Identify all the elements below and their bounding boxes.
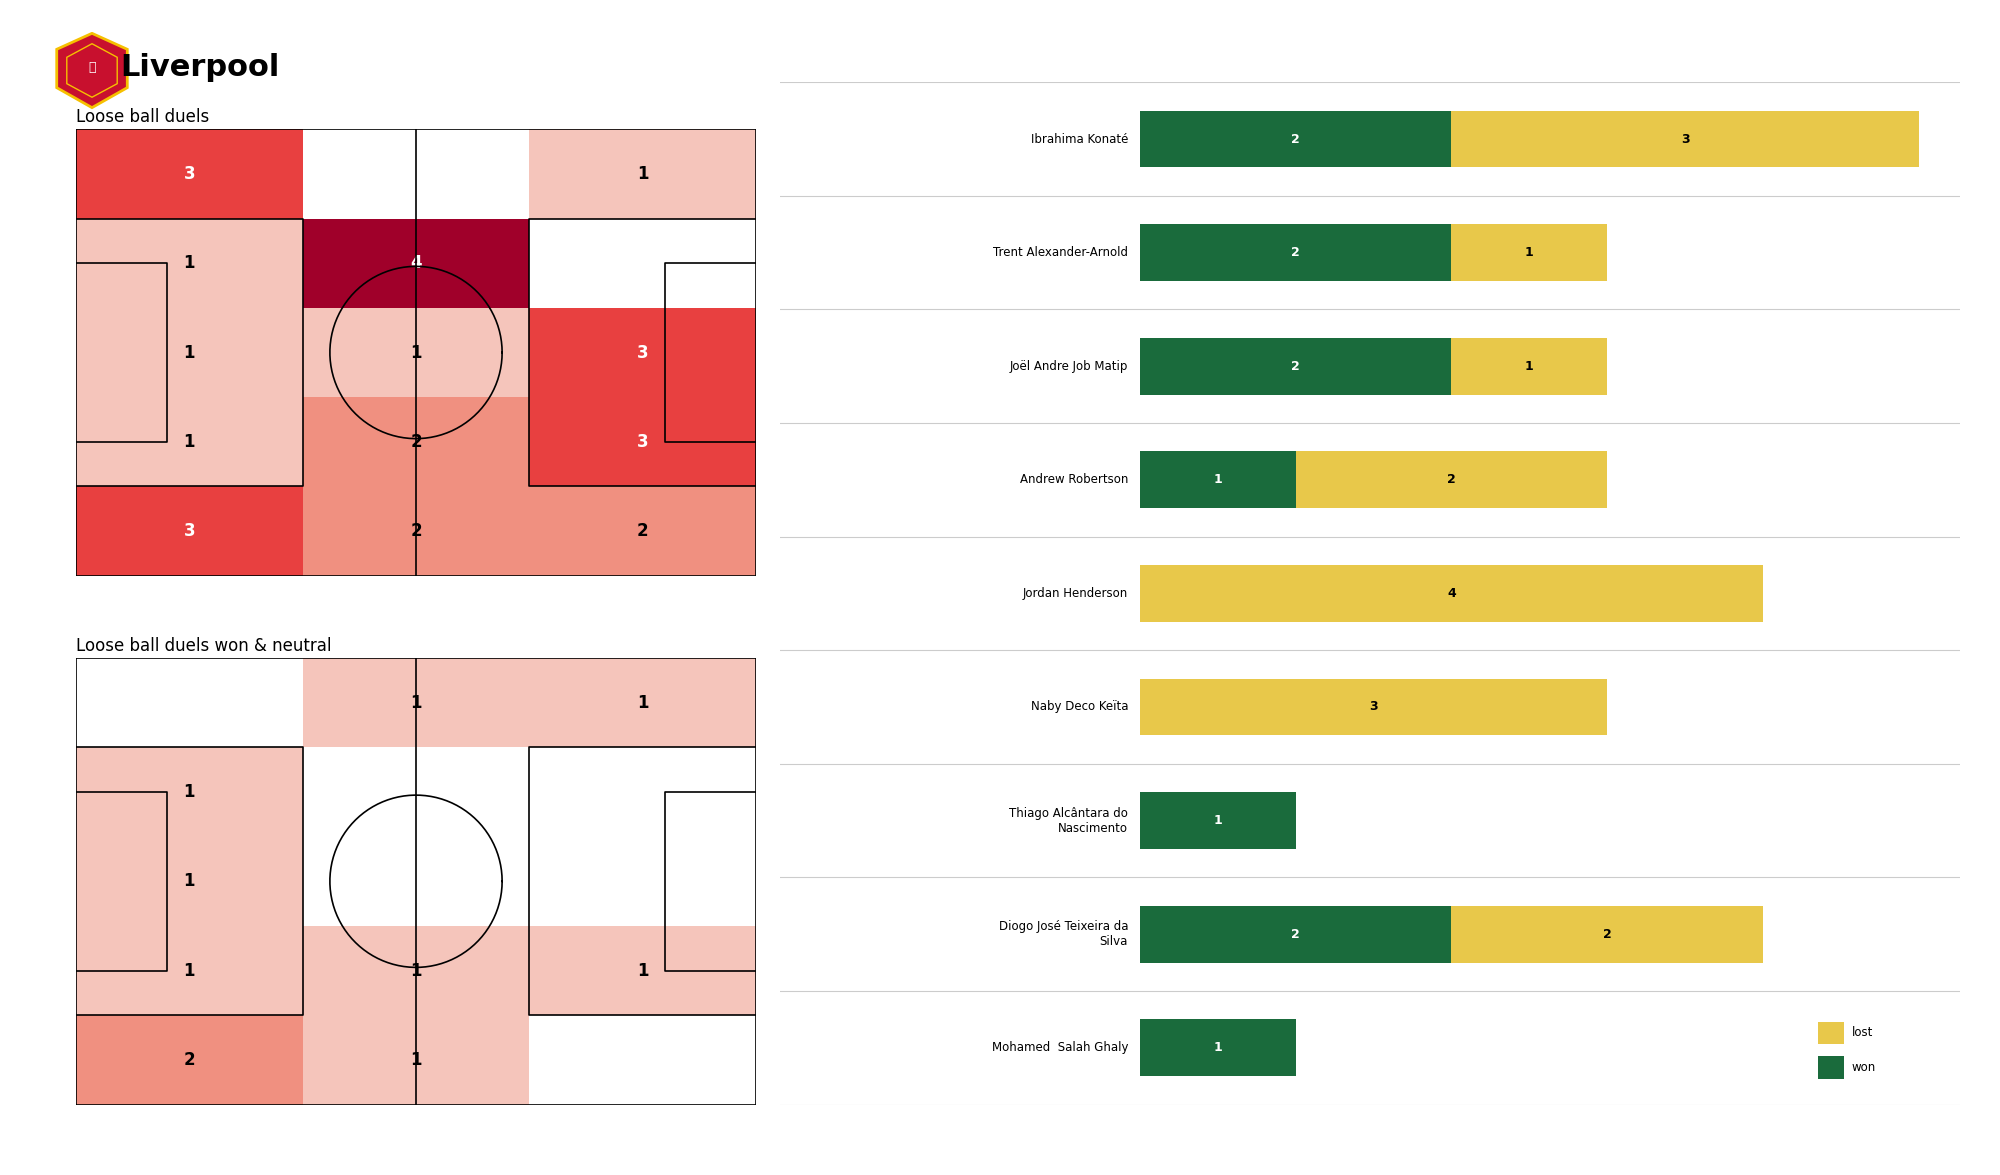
Text: Thiago Alcântara do
Nascimento: Thiago Alcântara do Nascimento	[1010, 806, 1128, 834]
Bar	[76, 397, 302, 486]
Text: 3: 3	[636, 432, 648, 451]
Text: 1: 1	[184, 783, 196, 801]
Bar	[1818, 1022, 1844, 1045]
Bar	[302, 747, 530, 837]
Text: 2: 2	[184, 1050, 196, 1069]
Text: 3: 3	[184, 522, 196, 541]
Bar	[1452, 338, 1608, 395]
Bar	[76, 1015, 302, 1104]
Bar	[1140, 224, 1452, 281]
Bar	[302, 1015, 530, 1104]
Bar	[1452, 110, 1918, 167]
Bar	[76, 747, 302, 837]
Bar	[76, 486, 302, 576]
Bar	[530, 1015, 756, 1104]
Bar	[1452, 906, 1762, 962]
Text: 2: 2	[1292, 133, 1300, 146]
Text: 2: 2	[636, 522, 648, 541]
Text: 1: 1	[636, 961, 648, 980]
Bar	[302, 397, 530, 486]
Bar	[76, 308, 302, 397]
Bar	[1452, 224, 1608, 281]
Text: Joël Andre Job Matip: Joël Andre Job Matip	[1010, 360, 1128, 372]
Text: 1: 1	[1524, 246, 1534, 260]
Text: won: won	[1852, 1061, 1876, 1074]
Bar	[302, 308, 530, 397]
Bar	[302, 486, 530, 576]
Bar	[530, 486, 756, 576]
Text: 2: 2	[1448, 474, 1456, 486]
Text: 1: 1	[410, 961, 422, 980]
Bar	[1140, 338, 1452, 395]
Text: 2: 2	[410, 522, 422, 541]
Bar	[530, 129, 756, 219]
Text: Naby Deco Keïta: Naby Deco Keïta	[1030, 700, 1128, 713]
Bar	[1140, 792, 1296, 848]
Bar	[1140, 678, 1608, 736]
Bar	[530, 747, 756, 837]
Text: 1: 1	[1214, 474, 1222, 486]
Bar	[302, 926, 530, 1015]
Text: 4: 4	[410, 254, 422, 273]
Text: 2: 2	[1292, 360, 1300, 372]
Text: 2: 2	[1292, 927, 1300, 941]
Bar	[1818, 1056, 1844, 1079]
Text: 1: 1	[1524, 360, 1534, 372]
Text: Mohamed  Salah Ghaly: Mohamed Salah Ghaly	[992, 1041, 1128, 1054]
Text: 4: 4	[1448, 586, 1456, 600]
Text: 3: 3	[184, 165, 196, 183]
Bar	[530, 658, 756, 747]
Text: lost: lost	[1852, 1027, 1872, 1040]
Bar	[1140, 1019, 1296, 1076]
Bar	[302, 837, 530, 926]
Bar	[76, 926, 302, 1015]
Text: 3: 3	[636, 343, 648, 362]
Text: 1: 1	[636, 693, 648, 712]
Text: ⚽: ⚽	[88, 61, 96, 74]
Polygon shape	[56, 33, 128, 108]
Text: 1: 1	[410, 693, 422, 712]
Bar	[302, 219, 530, 308]
Bar	[76, 658, 302, 747]
Bar	[76, 219, 302, 308]
Text: 2: 2	[1292, 246, 1300, 260]
Bar	[1140, 110, 1452, 167]
Text: Ibrahima Konaté: Ibrahima Konaté	[1030, 133, 1128, 146]
Text: 1: 1	[184, 343, 196, 362]
Bar	[530, 837, 756, 926]
Text: 1: 1	[1214, 814, 1222, 827]
Text: 1: 1	[636, 165, 648, 183]
Text: Jordan Henderson: Jordan Henderson	[1022, 586, 1128, 600]
Bar	[302, 658, 530, 747]
Bar	[1140, 451, 1296, 508]
Bar	[530, 219, 756, 308]
Bar	[1296, 451, 1608, 508]
Bar	[530, 397, 756, 486]
Text: Loose ball duels: Loose ball duels	[76, 108, 210, 126]
Bar	[1140, 565, 1762, 622]
Text: 1: 1	[1214, 1041, 1222, 1054]
Text: 1: 1	[184, 961, 196, 980]
Text: 3: 3	[1370, 700, 1378, 713]
Text: 1: 1	[410, 1050, 422, 1069]
Text: Loose ball duels won & neutral: Loose ball duels won & neutral	[76, 637, 332, 654]
Bar	[302, 129, 530, 219]
Text: 3: 3	[1680, 133, 1690, 146]
Text: Diogo José Teixeira da
Silva: Diogo José Teixeira da Silva	[998, 920, 1128, 948]
Bar	[530, 926, 756, 1015]
Text: 2: 2	[1602, 927, 1612, 941]
Bar	[76, 837, 302, 926]
Text: 1: 1	[184, 432, 196, 451]
Text: Trent Alexander-Arnold: Trent Alexander-Arnold	[994, 246, 1128, 260]
Text: Liverpool: Liverpool	[120, 53, 280, 82]
Text: 1: 1	[184, 254, 196, 273]
Bar	[530, 308, 756, 397]
Text: 1: 1	[410, 343, 422, 362]
Bar	[76, 129, 302, 219]
Text: Andrew Robertson: Andrew Robertson	[1020, 474, 1128, 486]
Bar	[1140, 906, 1452, 962]
Text: 2: 2	[410, 432, 422, 451]
Text: 1: 1	[184, 872, 196, 891]
